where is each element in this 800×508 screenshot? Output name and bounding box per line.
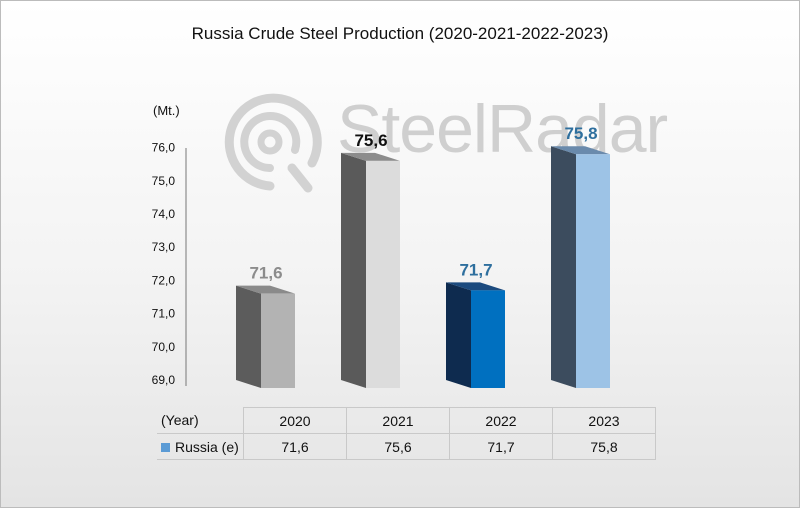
year-cell-2020: 2020: [243, 407, 347, 434]
bar-front-face: [366, 160, 400, 388]
bar-2021: [341, 152, 400, 388]
y-axis-unit-label: (Mt.): [153, 103, 180, 118]
series-label: Russia (e): [175, 438, 239, 455]
data-table: (Year) 2020 2021 2022 2023 Russia (e) 71…: [157, 407, 656, 460]
year-cell-2022: 2022: [449, 407, 553, 434]
bar-top-face: [236, 285, 295, 294]
series-label-cell: Russia (e): [157, 433, 244, 460]
bar-side-face: [236, 285, 261, 388]
value-cell-2022: 71,7: [449, 433, 553, 460]
value-cell-2020: 71,6: [243, 433, 347, 460]
y-tick-label: 72,0: [152, 273, 176, 287]
y-tick-label: 69,0: [152, 373, 176, 387]
watermark-logo: SteelRadar: [200, 88, 668, 198]
y-tick-label: 70,0: [152, 340, 176, 354]
data-table-value-row: Russia (e) 71,6 75,6 71,7 75,8: [157, 433, 656, 460]
watermark-rings-icon: [224, 93, 322, 193]
bar-front-face: [576, 154, 610, 388]
bar-2022: [446, 282, 505, 388]
y-tick-label: 76,0: [152, 141, 176, 155]
bar-2023: [551, 146, 610, 388]
bar-top-face: [341, 152, 400, 161]
legend-key-icon: [161, 442, 170, 452]
y-tick-label: 71,0: [152, 307, 176, 321]
data-label: 71,7: [459, 260, 492, 279]
bar-side-face: [341, 152, 366, 388]
bar-front-face: [471, 290, 505, 388]
bars: [236, 146, 610, 388]
y-tick-label: 74,0: [152, 207, 176, 221]
data-table-header-row: (Year) 2020 2021 2022 2023: [157, 407, 656, 434]
bar-side-face: [446, 282, 471, 388]
year-header-cell: (Year): [157, 407, 244, 434]
year-cell-2023: 2023: [552, 407, 656, 434]
y-tick-label: 75,0: [152, 174, 176, 188]
data-label: 75,6: [354, 131, 387, 150]
chart-title: Russia Crude Steel Production (2020-2021…: [191, 24, 609, 43]
value-cell-2023: 75,8: [552, 433, 656, 460]
y-tick-label: 73,0: [152, 240, 176, 254]
bar-side-face: [551, 146, 576, 388]
y-axis-ticks: 69,0 70,0 71,0 72,0 73,0 74,0 75,0 76,0: [152, 141, 176, 387]
data-labels: 71,6 75,6 71,7 75,8: [249, 124, 597, 282]
bar-top-face: [446, 282, 505, 291]
bar-top-face: [551, 146, 610, 155]
value-cell-2021: 75,6: [346, 433, 450, 460]
bar-2020: [236, 285, 295, 388]
watermark-text: SteelRadar: [337, 91, 668, 167]
data-label: 75,8: [564, 124, 597, 143]
year-cell-2021: 2021: [346, 407, 450, 434]
data-label: 71,6: [249, 264, 282, 283]
bar-front-face: [261, 293, 295, 388]
